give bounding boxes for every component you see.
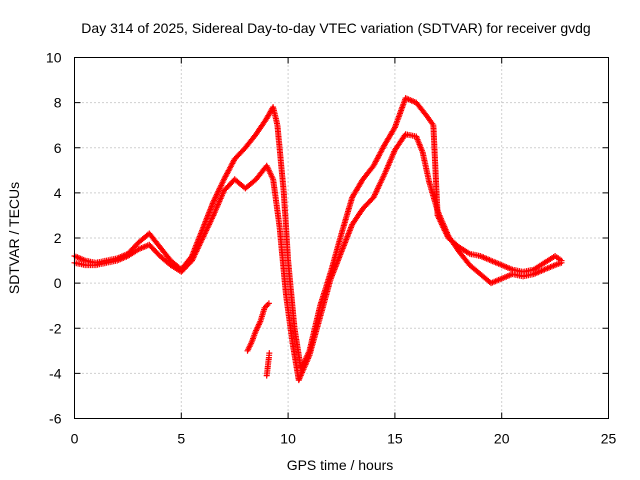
x-tick-label: 20 [494, 431, 510, 447]
y-axis-label: SDTVAR / TECUs [6, 182, 22, 294]
x-tick-label: 5 [177, 431, 185, 447]
y-tick-label: 8 [54, 95, 62, 111]
data-point [266, 350, 273, 357]
y-tick-label: -6 [49, 411, 62, 427]
y-tick-label: 2 [54, 230, 62, 246]
x-tick-label: 0 [71, 431, 79, 447]
labels-layer: 0 5 10 15 20 25 -6 -4 -2 0 2 4 6 8 10 [46, 50, 617, 447]
y-tick-label: -4 [49, 365, 62, 381]
data-series [244, 300, 272, 354]
data-series [71, 131, 565, 384]
y-tick-label: 6 [54, 140, 62, 156]
y-tick-label: 0 [54, 275, 62, 291]
x-axis-label: GPS time / hours [287, 457, 394, 473]
x-tick-label: 10 [280, 431, 296, 447]
data-point [558, 259, 565, 266]
chart-title: Day 314 of 2025, Sidereal Day-to-day VTE… [81, 20, 590, 36]
data-series [263, 350, 273, 379]
y-tick-label: 4 [54, 185, 62, 201]
x-tick-label: 25 [601, 431, 617, 447]
data-point [265, 300, 272, 307]
ticks-layer [74, 57, 609, 419]
y-tick-label: 10 [46, 50, 62, 66]
y-tick-label: -2 [49, 320, 62, 336]
x-tick-label: 15 [387, 431, 403, 447]
grid-layer [74, 57, 609, 419]
marks-layer [71, 95, 565, 384]
